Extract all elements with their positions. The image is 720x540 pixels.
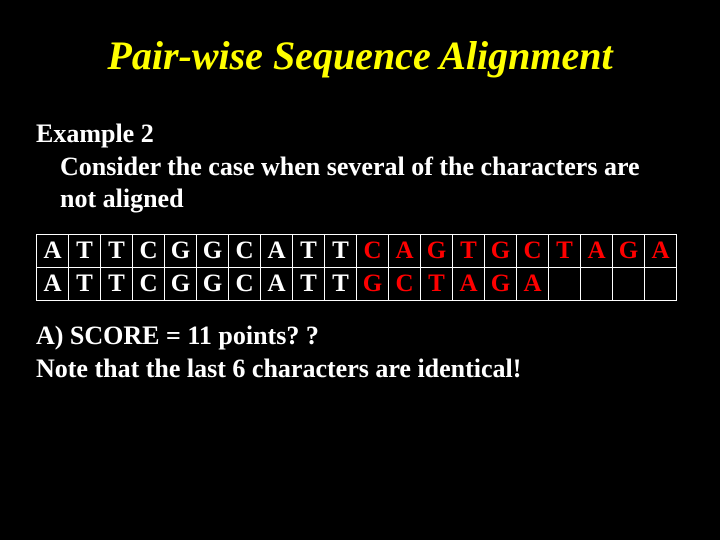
sequence-cell: T: [293, 267, 325, 300]
sequence-cell: [549, 267, 581, 300]
sequence-cell: G: [357, 267, 389, 300]
sequence-cell: T: [325, 267, 357, 300]
sequence-cell: T: [421, 267, 453, 300]
sequence-cell: C: [517, 234, 549, 267]
sequence-cell: T: [69, 234, 101, 267]
body-line-1: Example 2: [36, 118, 684, 151]
sequence-row: ATTCGGCATTGCTAGA: [37, 267, 677, 300]
sequence-cell: A: [581, 234, 613, 267]
sequence-cell: C: [229, 234, 261, 267]
slide-title: Pair-wise Sequence Alignment: [36, 34, 684, 78]
footer-block: A) SCORE = 11 points? ? Note that the la…: [36, 319, 684, 387]
sequence-cell: [645, 267, 677, 300]
body-line-2: Consider the case when several of the ch…: [60, 151, 684, 184]
sequence-row: ATTCGGCATTCAGTGCTAGA: [37, 234, 677, 267]
sequence-cell: G: [613, 234, 645, 267]
body-line-3: not aligned: [60, 183, 684, 216]
slide: Pair-wise Sequence Alignment Example 2 C…: [0, 0, 720, 540]
body-block: Example 2 Consider the case when several…: [36, 118, 684, 216]
sequence-cell: C: [133, 267, 165, 300]
sequence-cell: [581, 267, 613, 300]
sequence-cell: T: [293, 234, 325, 267]
sequence-cell: G: [485, 267, 517, 300]
sequence-table-body: ATTCGGCATTCAGTGCTAGAATTCGGCATTGCTAGA: [37, 234, 677, 300]
sequence-cell: G: [421, 234, 453, 267]
sequence-cell: T: [101, 234, 133, 267]
sequence-cell: T: [325, 234, 357, 267]
sequence-cell: A: [37, 267, 69, 300]
sequence-cell: G: [197, 234, 229, 267]
sequence-cell: A: [261, 267, 293, 300]
footer-line-2: Note that the last 6 characters are iden…: [36, 352, 684, 386]
footer-line-1: A) SCORE = 11 points? ?: [36, 319, 684, 353]
sequence-cell: G: [197, 267, 229, 300]
sequence-cell: T: [549, 234, 581, 267]
sequence-cell: A: [389, 234, 421, 267]
sequence-cell: A: [37, 234, 69, 267]
sequence-table: ATTCGGCATTCAGTGCTAGAATTCGGCATTGCTAGA: [36, 234, 677, 301]
sequence-cell: T: [101, 267, 133, 300]
sequence-cell: T: [453, 234, 485, 267]
sequence-cell: A: [517, 267, 549, 300]
sequence-cell: A: [453, 267, 485, 300]
sequence-cell: C: [357, 234, 389, 267]
sequence-cell: C: [229, 267, 261, 300]
sequence-cell: G: [485, 234, 517, 267]
sequence-cell: G: [165, 267, 197, 300]
sequence-cell: T: [69, 267, 101, 300]
sequence-cell: [613, 267, 645, 300]
sequence-cell: A: [645, 234, 677, 267]
sequence-cell: A: [261, 234, 293, 267]
sequence-cell: G: [165, 234, 197, 267]
sequence-cell: C: [133, 234, 165, 267]
sequence-cell: C: [389, 267, 421, 300]
